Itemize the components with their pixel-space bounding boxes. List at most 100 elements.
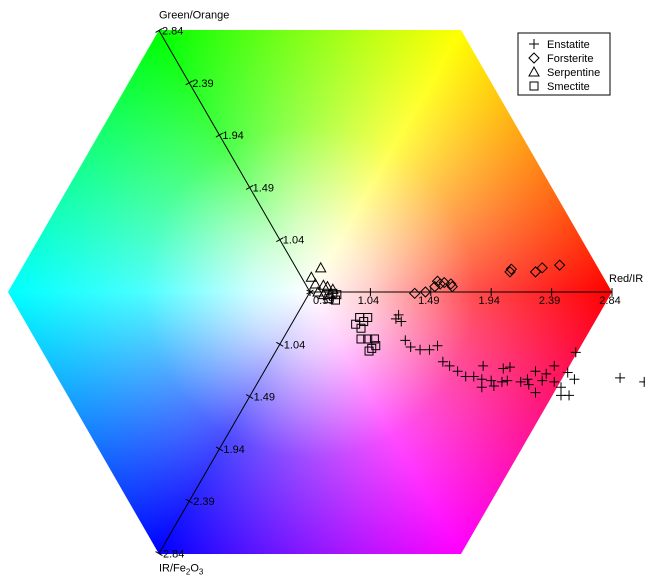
enstatite-point [476,382,487,393]
axis-tick-label: 1.94 [223,444,244,456]
enstatite-point [555,390,566,401]
enstatite-point [468,371,479,382]
enstatite-point [444,360,455,371]
enstatite-point [390,313,401,324]
axis-tick-label: 2.84 [163,549,184,561]
legend-box [517,32,611,96]
forsterite-point [553,259,566,271]
axis-title: IR/Fe2O3 [159,563,204,577]
legend-label: Forsterite [547,53,593,65]
forsterite-point [446,280,458,293]
axis-tick [185,498,193,504]
axis-tick-label: 1.49 [254,392,275,404]
axis-title: Red/IR [609,273,643,285]
legend-label: Enstatite [547,39,590,51]
enstatite-point [498,363,509,374]
forsterite-point [536,262,548,274]
enstatite-point [530,387,541,398]
axis-tick-label: 2.39 [193,496,214,508]
axis-tick [245,394,254,400]
enstatite-point [639,376,645,387]
enstatite-point [502,375,513,386]
serpentine-point [317,288,330,300]
enstatite-point [562,367,573,378]
smectite-legend-marker [529,81,539,91]
axis-tick-label: 2.84 [599,295,620,307]
smectite-point [363,334,373,344]
axis-tick [215,446,224,452]
axis-tick-label: 1.94 [478,295,499,307]
axis-tick [185,80,193,86]
smectite-point [356,334,366,344]
enstatite-point [615,372,626,383]
axis-tick-label: 2.39 [192,78,213,90]
enstatite-point [537,375,548,386]
enstatite-point [570,347,581,358]
axis-tick-label: 1.49 [253,182,274,194]
enstatite-point [523,379,534,390]
enstatite-point [432,340,443,351]
legend: Enstatite Forsterite Serpentine Smectite [517,32,611,96]
axis-tick [245,184,254,190]
enstatite-point [424,344,435,355]
axis-tick [215,132,224,138]
forsterite-point [408,287,421,300]
enstatite-point [452,366,463,377]
axis-tick [306,289,314,295]
axis-tick-label: 1.04 [284,339,305,351]
axis-line-3 [158,291,311,554]
data-points-group [305,259,645,401]
axis-tick-label: 1.49 [418,295,439,307]
enstatite-point [488,380,499,391]
enstatite-point [569,374,580,385]
forsterite-point [529,266,542,278]
smectite-point [364,346,374,356]
smectite-point [331,295,341,305]
serpentine-point [314,261,327,273]
serpentine-point [305,271,318,282]
axes-group: 0.59 1.04 1.49 1.94 2.39 2.84Red/IR1.041.491.… [155,9,643,577]
enstatite-point [549,376,560,387]
enstatite-point [530,366,541,377]
enstatite-legend-marker [529,39,539,49]
forsterite-point [419,286,432,298]
enstatite-point [478,360,489,371]
axis-tick-label: 1.94 [222,130,243,142]
legend-label: Smectite [547,81,590,93]
axis-title: Green/Orange [159,9,229,21]
enstatite-point [496,376,507,387]
smectite-point [367,343,377,353]
axis-tick-label: 2.39 [539,295,560,307]
forsterite-legend-marker [528,52,540,64]
serpentine-point [309,277,322,289]
forsterite-point [434,278,446,290]
enstatite-point [504,362,515,373]
enstatite-point [437,356,448,367]
serpentine-legend-marker [528,65,540,77]
legend-label: Serpentine [547,67,600,79]
axis-tick [155,28,163,33]
enstatite-point [515,376,526,387]
smectite-point [328,288,338,298]
forsterite-point [438,276,450,289]
enstatite-point [415,344,426,355]
enstatite-point [405,342,416,353]
enstatite-point [486,375,497,386]
axis-tick-label: 1.04 [283,235,304,247]
axis-tick [276,237,284,243]
axis-tick [276,341,284,347]
enstatite-point [400,335,411,346]
axis-tick-label: 2.84 [162,25,183,37]
forsterite-point [505,263,518,275]
enstatite-point [522,374,533,385]
serpentine-point [312,285,324,297]
smectite-point [356,323,366,333]
axis-tick-label: 1.04 [358,295,379,307]
smectite-point [369,334,379,344]
enstatite-point [393,309,404,320]
serpentine-point [321,280,334,292]
forsterite-point [445,278,457,290]
axis-line-2 [158,30,311,293]
enstatite-point [541,368,552,379]
